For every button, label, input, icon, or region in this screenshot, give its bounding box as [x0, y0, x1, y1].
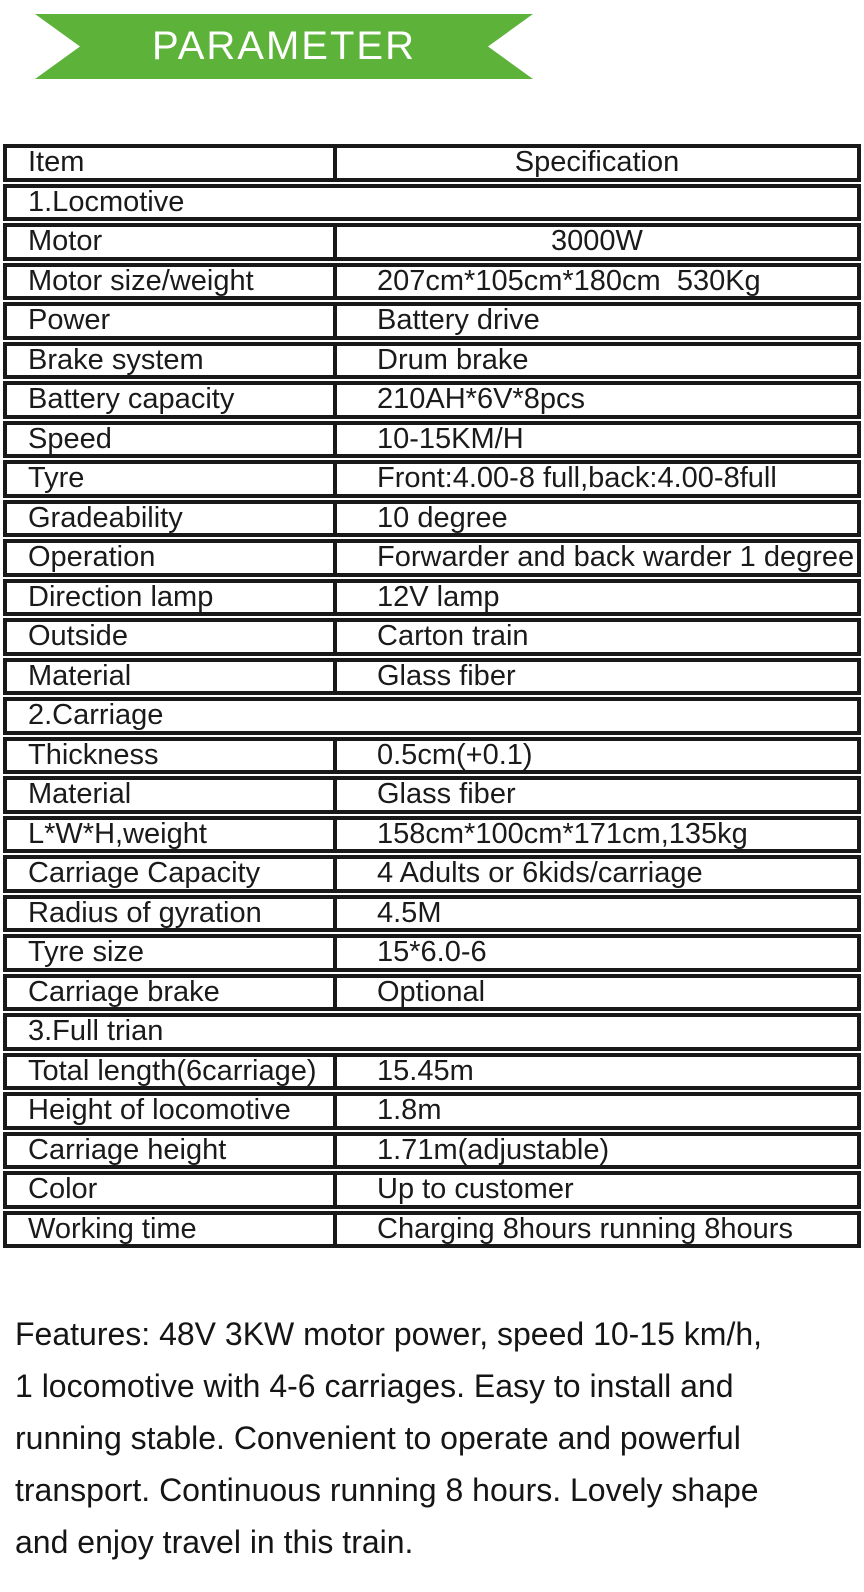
table-row: Material Glass fiber: [3, 657, 861, 695]
row-spec-value: 12V lamp: [377, 582, 500, 612]
column-header-spec: Specification: [514, 148, 680, 178]
row-spec-value: Charging 8hours running 8hours: [377, 1214, 793, 1244]
table-row: Tyre Front:4.00-8 full,back:4.00-8full: [3, 460, 861, 498]
banner-title: PARAMETER: [152, 24, 416, 68]
header-row: Item Specification: [3, 144, 861, 182]
section-row: 2.Carriage: [3, 697, 861, 735]
row-item-label: Height of locomotive: [7, 1096, 337, 1126]
row-item-label: Material: [7, 780, 337, 810]
row-spec-value: 4 Adults or 6kids/carriage: [377, 859, 703, 889]
row-spec-value: 10 degree: [377, 503, 508, 533]
section-label: 3.Full trian: [28, 1017, 164, 1047]
row-item-label: Battery capacity: [7, 385, 337, 415]
row-item-label: Operation: [7, 543, 337, 573]
row-item-label: Thickness: [7, 740, 337, 770]
row-spec-value: 1.8m: [377, 1096, 442, 1126]
row-item-label: Gradeability: [7, 503, 337, 533]
row-spec-value: 210AH*6V*8pcs: [377, 385, 585, 415]
table-row: Outside Carton train: [3, 618, 861, 656]
row-item-label: Direction lamp: [7, 582, 337, 612]
row-spec-value: Up to customer: [377, 1175, 574, 1205]
table-row: Tyre size 15*6.0-6: [3, 934, 861, 972]
table-row: Carriage brake Optional: [3, 973, 861, 1011]
row-spec-value: Forwarder and back warder 1 degree: [377, 543, 855, 573]
row-item-label: Working time: [7, 1214, 337, 1244]
row-spec-value: 207cm*105cm*180cm 530Kg: [377, 266, 761, 296]
row-item-label: Carriage Capacity: [7, 859, 337, 889]
row-spec-value: 15*6.0-6: [377, 938, 487, 968]
row-spec-value: Glass fiber: [377, 661, 516, 691]
row-item-label: Motor: [7, 227, 337, 257]
row-item-label: Carriage brake: [7, 977, 337, 1007]
table-row: Material Glass fiber: [3, 776, 861, 814]
row-spec-value: 1.71m(adjustable): [377, 1135, 610, 1165]
table-row: Motor 3000W: [3, 223, 861, 261]
section-row: 3.Full trian: [3, 1013, 861, 1051]
table-row: Working time Charging 8hours running 8hou…: [3, 1210, 861, 1248]
row-spec-value: 4.5M: [377, 898, 442, 928]
row-item-label: L*W*H,weight: [7, 819, 337, 849]
section-label: 2.Carriage: [28, 701, 164, 731]
row-item-label: Motor size/weight: [7, 266, 337, 296]
table-row: Thickness 0.5cm(+0.1): [3, 736, 861, 774]
table-row: Motor size/weight 207cm*105cm*180cm 530Kg: [3, 262, 861, 300]
table-row: Gradeability 10 degree: [3, 499, 861, 537]
row-item-label: Material: [7, 661, 337, 691]
spec-table: Item Specification 1.Locmotive Motor 3000W…: [3, 144, 861, 1250]
row-spec-value: Front:4.00-8 full,back:4.00-8full: [377, 464, 777, 494]
row-item-label: Speed: [7, 424, 337, 454]
table-row: Carriage height 1.71m(adjustable): [3, 1131, 861, 1169]
table-row: L*W*H,weight 158cm*100cm*171cm,135kg: [3, 815, 861, 853]
row-spec-value: 158cm*100cm*171cm,135kg: [377, 819, 748, 849]
row-item-label: Carriage height: [7, 1135, 337, 1165]
table-row: Operation Forwarder and back warder 1 deg…: [3, 539, 861, 577]
table-row: Color Up to customer: [3, 1171, 861, 1209]
row-spec-value: Drum brake: [377, 345, 529, 375]
row-spec-value: 15.45m: [377, 1056, 474, 1086]
row-item-label: Total length(6carriage): [7, 1056, 337, 1086]
row-spec-value: Carton train: [377, 622, 529, 652]
row-item-label: Tyre size: [7, 938, 337, 968]
row-spec-value: Glass fiber: [377, 780, 516, 810]
row-spec-value: Battery drive: [377, 306, 540, 336]
row-spec-value: Optional: [377, 977, 486, 1007]
row-item-label: Radius of gyration: [7, 898, 337, 928]
row-spec-value: 10-15KM/H: [377, 424, 524, 454]
row-item-label: Brake system: [7, 345, 337, 375]
parameter-banner: PARAMETER: [35, 14, 533, 79]
table-row: Battery capacity 210AH*6V*8pcs: [3, 381, 861, 419]
row-spec-value: 3000W: [551, 227, 643, 257]
table-row: Power Battery drive: [3, 302, 861, 340]
row-item-label: Tyre: [7, 464, 337, 494]
column-header-item: Item: [7, 148, 337, 178]
row-spec-value: 0.5cm(+0.1): [377, 740, 533, 770]
row-item-label: Outside: [7, 622, 337, 652]
section-row: 1.Locmotive: [3, 183, 861, 221]
row-item-label: Color: [7, 1175, 337, 1205]
row-item-label: Power: [7, 306, 337, 336]
table-row: Height of locomotive 1.8m: [3, 1092, 861, 1130]
table-row: Brake system Drum brake: [3, 341, 861, 379]
table-row: Carriage Capacity 4 Adults or 6kids/carri…: [3, 855, 861, 893]
table-row: Direction lamp 12V lamp: [3, 578, 861, 616]
table-row: Total length(6carriage) 15.45m: [3, 1052, 861, 1090]
features-paragraph: Features: 48V 3KW motor power, speed 10-…: [15, 1316, 763, 1560]
section-label: 1.Locmotive: [28, 187, 185, 217]
table-row: Speed 10-15KM/H: [3, 420, 861, 458]
table-row: Radius of gyration 4.5M: [3, 894, 861, 932]
